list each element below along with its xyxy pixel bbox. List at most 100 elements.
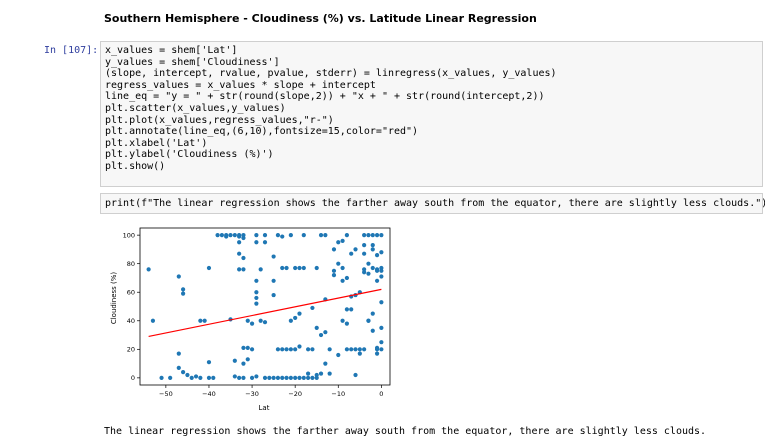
data-point: [353, 347, 358, 352]
data-point: [245, 345, 250, 350]
print-cell[interactable]: print(f"The linear regression shows the …: [100, 193, 765, 214]
code-line: plt.xlabel('Lat'): [105, 137, 208, 149]
data-point: [374, 345, 380, 350]
data-point: [254, 295, 259, 301]
data-point: [301, 233, 306, 238]
data-point: [379, 325, 384, 331]
data-point: [215, 233, 220, 238]
code-line: y_values = shem['Cloudiness']: [105, 56, 280, 68]
scatter-plot: −50 −40 −30 −20 −10 0 0 20 40 60 80 100 Lat Cloudin…: [104, 220, 394, 420]
data-point: [306, 375, 311, 380]
data-point: [297, 375, 302, 380]
data-point: [310, 375, 315, 380]
data-point: [362, 347, 367, 352]
data-point: [275, 233, 281, 238]
data-point: [232, 374, 237, 379]
data-point: [181, 291, 186, 296]
data-point: [181, 287, 186, 292]
data-point: [323, 330, 328, 335]
data-point: [379, 268, 384, 273]
data-point: [241, 361, 246, 366]
data-point: [379, 250, 384, 255]
data-point: [331, 247, 337, 252]
data-point: [344, 233, 349, 238]
data-point: [280, 375, 285, 380]
data-point: [241, 267, 246, 272]
data-point: [284, 375, 289, 380]
data-point: [168, 375, 173, 380]
data-point: [254, 374, 259, 379]
data-point: [310, 347, 315, 352]
data-point: [206, 265, 212, 271]
data-point: [284, 265, 289, 271]
data-point: [374, 233, 380, 238]
data-point: [262, 320, 268, 325]
data-point: [254, 240, 259, 245]
data-point: [241, 375, 246, 380]
data-point: [224, 233, 229, 238]
code-line: plt.plot(x_values,regress_values,"r-"): [105, 114, 334, 126]
data-point: [314, 265, 319, 271]
data-point: [336, 352, 341, 358]
data-point: [262, 240, 268, 245]
data-point: [379, 300, 384, 305]
data-point: [379, 274, 384, 279]
data-point: [374, 278, 380, 283]
data-point: [344, 307, 349, 312]
data-point: [258, 267, 263, 272]
data-point: [344, 347, 349, 352]
data-point: [344, 321, 349, 326]
data-point: [370, 328, 375, 333]
scatter-plot-svg: −50 −40 −30 −20 −10 0 0 20 40 60 80 100 Lat Cloudin…: [110, 227, 391, 412]
data-point: [379, 340, 384, 345]
code-cell[interactable]: x_values = shem['Lat'] y_values = shem['…: [100, 41, 763, 187]
data-point: [237, 375, 242, 380]
data-point: [362, 251, 367, 256]
cell-prompt-label: In [107]:: [44, 45, 99, 56]
data-point: [275, 347, 281, 352]
data-point: [245, 357, 250, 362]
code-line: plt.annotate(line_eq,(6,10),fontsize=15,…: [105, 126, 419, 138]
plot-frame: [139, 227, 391, 386]
data-point: [318, 233, 324, 238]
data-point: [237, 251, 242, 256]
data-point: [340, 265, 345, 271]
x-tick-label: −30: [245, 390, 259, 398]
data-point: [366, 318, 371, 323]
data-point: [254, 278, 259, 283]
data-point: [374, 268, 380, 273]
code-line: x_values = shem['Lat']: [105, 45, 238, 56]
data-point: [262, 375, 268, 380]
section-heading: Southern Hemisphere - Cloudiness (%) vs.…: [104, 12, 537, 25]
data-point: [370, 311, 375, 316]
y-axis-label: Cloudiness (%): [110, 272, 118, 325]
data-point: [314, 325, 319, 331]
data-point: [280, 265, 285, 271]
data-point: [232, 358, 237, 363]
data-point: [344, 275, 349, 281]
data-point: [374, 253, 380, 258]
data-point: [353, 247, 358, 252]
data-point: [318, 371, 324, 376]
data-point: [254, 290, 259, 295]
y-tick-label: 80: [127, 260, 135, 268]
data-point: [189, 375, 194, 380]
data-point: [353, 372, 358, 378]
data-point: [318, 332, 324, 338]
code-line: plt.show(): [105, 160, 166, 172]
data-point: [297, 311, 302, 316]
x-axis-label: Lat: [259, 404, 270, 412]
data-point: [301, 375, 306, 380]
data-point: [245, 318, 250, 323]
data-point: [262, 233, 268, 238]
data-point: [370, 265, 375, 271]
print-code-line: print(f"The linear regression shows the …: [105, 198, 765, 209]
data-point: [323, 233, 328, 238]
data-point: [293, 315, 298, 321]
data-point: [362, 270, 367, 275]
y-tick-label: 0: [131, 374, 135, 382]
print-output: The linear regression shows the farther …: [104, 426, 707, 437]
data-point: [314, 375, 319, 380]
y-tick-label: 40: [127, 317, 135, 325]
data-point: [258, 318, 263, 323]
